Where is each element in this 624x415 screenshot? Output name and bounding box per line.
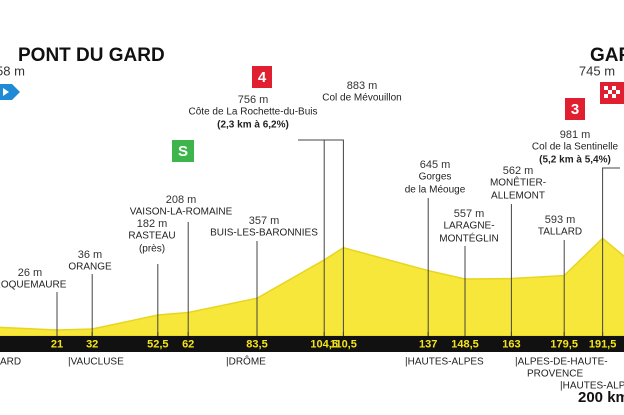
waypoint-name: (5,2 km à 5,4%)	[539, 155, 611, 166]
start-arrow-icon	[3, 88, 9, 96]
finish-flag-checks	[604, 86, 620, 98]
km-bar	[0, 336, 624, 352]
waypoint-name: TALLARD	[538, 227, 582, 238]
x-tick-label: 32	[86, 338, 98, 350]
altitude-label: 357 m	[249, 215, 280, 227]
waypoint-name: BUIS-LES-BARONNIES	[210, 228, 318, 239]
waypoint-name: MONÊTIER-	[490, 176, 546, 189]
waypoint-name: LARAGNE-	[443, 221, 494, 232]
x-tick-label: 52,5	[147, 338, 168, 350]
department-label: PROVENCE	[527, 369, 583, 380]
x-tick-label: 191,5	[589, 338, 617, 350]
start-arrow	[0, 84, 20, 100]
altitude-label: 645 m	[420, 159, 451, 171]
waypoint-name: Col de Mévouillon	[322, 93, 402, 104]
altitude-label: 981 m	[560, 129, 591, 141]
altitude-label: 883 m	[347, 80, 378, 92]
x-tick-label: 21	[51, 338, 63, 350]
climb-category: 4	[258, 69, 267, 86]
department-label: |VAUCLUSE	[68, 357, 124, 368]
finish-name: GAP	[590, 45, 624, 66]
x-tick-label: 62	[182, 338, 194, 350]
x-tick-label: 179,5	[550, 338, 578, 350]
start-name: PONT DU GARD	[18, 45, 165, 66]
waypoint-name: Côte de La Rochette-du-Buis	[189, 107, 318, 118]
department-label: ARD	[0, 357, 21, 368]
waypoint-name: VAISON-LA-ROMAINE	[130, 207, 233, 218]
altitude-label: 208 m	[166, 194, 197, 206]
leader-line	[317, 139, 344, 336]
x-tick-label: 104,5	[310, 338, 338, 350]
sprint-label: S	[178, 143, 188, 160]
climb-badge	[252, 66, 272, 88]
department-label: |ALPES-DE-HAUTE-	[515, 357, 608, 368]
x-tick-label: 83,5	[246, 338, 267, 350]
altitude-label: 756 m	[238, 94, 269, 106]
altitude-label: 58 m	[0, 63, 25, 78]
sprint-badge	[172, 140, 194, 162]
waypoint-name: (2,3 km à 6,2%)	[217, 120, 289, 131]
x-tick-label: 148,5	[451, 338, 479, 350]
waypoint-name: (près)	[139, 244, 165, 255]
department-label: |HAUTES-ALPES	[405, 357, 484, 368]
altitude-label: 745 m	[579, 63, 615, 78]
waypoint-name: Col de la Sentinelle	[532, 142, 619, 153]
altitude-label: 182 m	[137, 218, 168, 230]
x-tick-label: 110,5	[330, 338, 357, 350]
altitude-label: 557 m	[454, 208, 485, 220]
department-label: |HAUTES-ALPES	[560, 381, 624, 392]
climb-badge	[565, 98, 585, 120]
waypoint-name: Gorges	[419, 172, 452, 183]
waypoint-name: RASTEAU	[128, 231, 175, 242]
altitude-label: 36 m	[78, 249, 102, 261]
x-tick-label: 137	[419, 338, 437, 350]
waypoint-name: ROQUEMAURE	[0, 280, 67, 291]
altitude-label: 562 m	[503, 165, 534, 177]
waypoint-name: ALLEMONT	[491, 191, 545, 202]
x-tick-label: 163	[502, 338, 520, 350]
department-label: |DRÔME	[226, 355, 266, 368]
waypoint-name: ORANGE	[68, 262, 112, 273]
climb-category: 3	[571, 101, 579, 118]
altitude-label: 26 m	[18, 267, 42, 279]
altitude-label: 593 m	[545, 214, 576, 226]
waypoint-name: de la Méouge	[405, 185, 466, 196]
waypoint-name: MONTÉGLIN	[439, 232, 498, 245]
leader-line	[602, 167, 620, 336]
finish-km: 200 km	[578, 389, 624, 406]
